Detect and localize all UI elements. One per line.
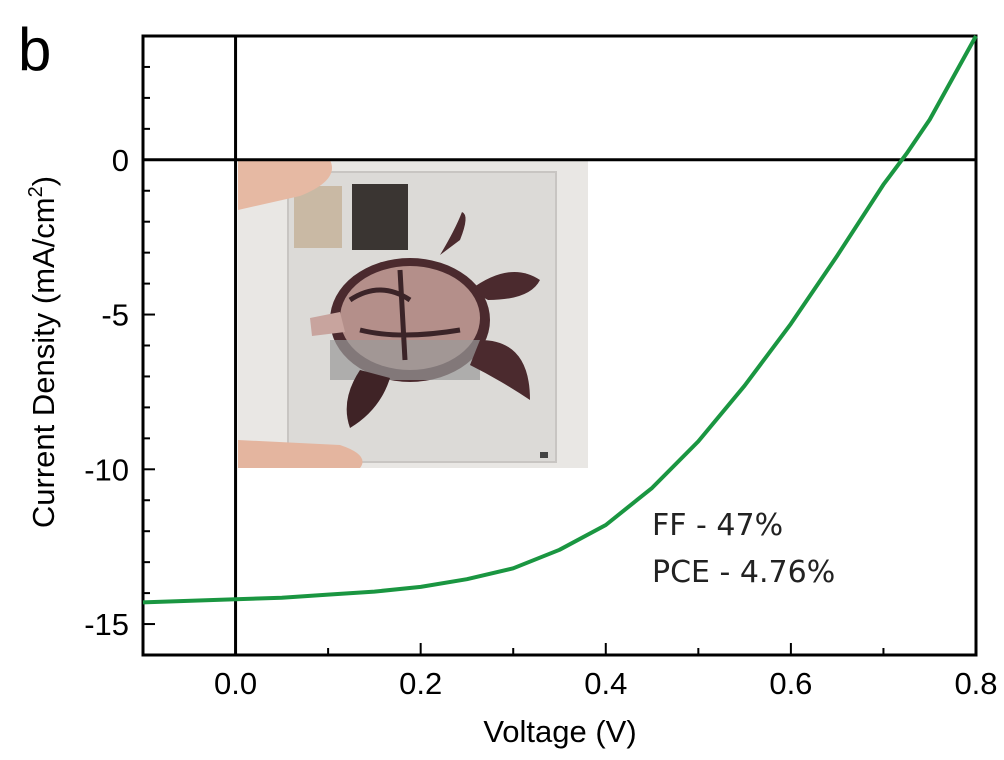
panel-label: b [18, 16, 51, 83]
x-tick-label: 0.8 [954, 666, 997, 701]
turtle-solar-cell-photo-icon [238, 160, 588, 468]
y-tick-label: -5 [101, 298, 129, 333]
plot-axes: 0.0 0.2 0.4 0.6 0.8 0 -5 -10 -15 [84, 34, 998, 701]
jv-series-line [142, 35, 978, 605]
svg-text:Current Density (mA/cm2): Current Density (mA/cm2) [25, 176, 61, 528]
y-tick-label: 0 [112, 143, 129, 178]
fill-factor-label: FF - 47% [652, 508, 783, 543]
x-axis-title: Voltage (V) [483, 714, 636, 749]
y-tick-label: -15 [84, 607, 129, 642]
y-tick-label: -10 [84, 452, 129, 487]
efficiency-label: PCE - 4.76% [652, 555, 835, 590]
y-axis-title: Current Density (mA/cm2) [25, 176, 61, 528]
x-tick-label: 0.4 [584, 666, 627, 701]
x-tick-label: 0.2 [399, 666, 442, 701]
x-tick-label: 0.0 [214, 666, 257, 701]
x-tick-label: 0.6 [769, 666, 812, 701]
series-layer [142, 35, 978, 605]
